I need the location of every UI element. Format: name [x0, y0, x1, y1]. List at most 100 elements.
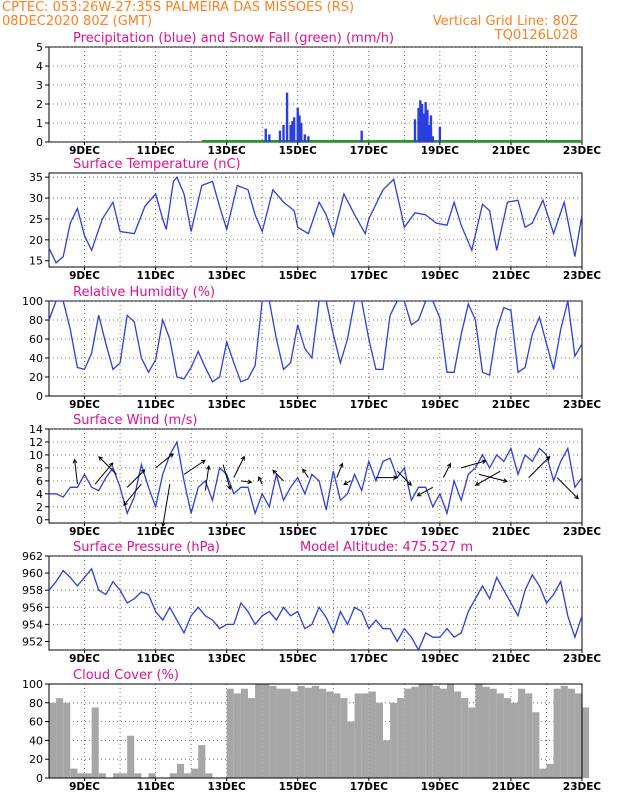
y-tick-label: 20: [29, 753, 43, 766]
x-tick-label: 13DEC: [208, 145, 247, 157]
cloud-bar: [454, 691, 462, 778]
precip-bar: [285, 92, 289, 142]
header-grid-line: Vertical Grid Line: 80Z: [432, 14, 578, 29]
precip-bar: [419, 100, 422, 142]
wind-vector: [126, 469, 146, 488]
y-tick-label: 0: [36, 772, 43, 785]
y-tick-label: 8: [36, 462, 43, 475]
plot-frame: [48, 300, 583, 397]
cloud-bar: [127, 735, 135, 778]
precip-bar: [268, 134, 271, 142]
y-tick-label: 60: [29, 333, 43, 346]
panel-5: 952 954 956 958 960 962 9DEC 11DEC 13DEC 15DEC 17D…: [22, 540, 601, 665]
cloud-bar: [269, 685, 277, 778]
cloud-bar: [546, 763, 554, 778]
wind-vector: [396, 470, 412, 486]
cloud-bar: [184, 773, 192, 778]
wind-vector: [442, 463, 451, 478]
x-tick-label: 15DEC: [279, 526, 318, 538]
wind-arrowhead: [339, 462, 344, 468]
precip-bar: [422, 113, 426, 142]
cloud-bar: [425, 684, 433, 778]
y-tick-label: 2: [36, 501, 43, 514]
y-tick-label: 958: [22, 584, 43, 597]
cloud-bar: [311, 685, 320, 778]
x-tick-label: 13DEC: [208, 653, 247, 665]
y-tick-label: 4: [36, 488, 43, 501]
precip-bar: [296, 107, 299, 142]
y-tick-label: 30: [29, 192, 43, 205]
wind-vector: [461, 460, 486, 469]
x-tick-label: 19DEC: [421, 145, 460, 157]
x-tick-label: 13DEC: [208, 526, 247, 538]
x-tick-label: 21DEC: [492, 270, 531, 282]
x-tick-label: 9DEC: [69, 653, 100, 665]
panel-6: 0 20 40 60 80 100 9DEC 11DEC 13DEC 15DEC 17DEC 19DE…: [22, 668, 601, 793]
y-tick-label: 35: [29, 171, 43, 184]
wind-arrowhead: [226, 485, 232, 491]
y-tick-label: 25: [29, 213, 43, 226]
x-tick-label: 9DEC: [69, 526, 100, 538]
wind-vector: [233, 456, 245, 478]
y-tick-label: 960: [22, 567, 43, 580]
panel-annotation: Model Altitude: 475.527 m: [300, 540, 473, 555]
wind-vector: [74, 459, 78, 485]
panel-title: Precipitation (blue) and Snow Fall (gree…: [73, 31, 394, 46]
panel-title: Surface Temperature (nC): [73, 157, 241, 172]
wind-vector: [336, 463, 343, 478]
x-tick-label: 15DEC: [279, 270, 318, 282]
x-tick-label: 15DEC: [279, 781, 318, 793]
cloud-bar: [553, 688, 561, 778]
cloud-bar: [191, 768, 199, 778]
cloud-bar: [240, 688, 248, 778]
precip-bar: [300, 123, 303, 142]
precip-bar: [360, 130, 363, 142]
cloud-bar: [461, 698, 469, 778]
x-tick-label: 23DEC: [563, 145, 602, 157]
wind-arrowhead: [123, 501, 128, 506]
cloud-bar: [333, 693, 341, 778]
panel-2: 15 20 25 30 35 9DEC 11DEC 13DEC 15DEC 17DEC 19DEC 2…: [29, 157, 601, 282]
cloud-bar: [518, 688, 526, 778]
x-tick-label: 17DEC: [350, 653, 389, 665]
y-tick-label: 40: [29, 734, 43, 747]
y-tick-label: 80: [29, 314, 43, 327]
cloud-bar: [262, 684, 270, 778]
cloud-bar: [198, 745, 206, 778]
cloud-bar: [283, 688, 291, 778]
wind-vector: [475, 470, 501, 486]
x-tick-label: 15DEC: [279, 145, 318, 157]
cloud-bar: [404, 688, 412, 778]
y-tick-label: 12: [29, 436, 43, 449]
cloud-bar: [304, 687, 312, 778]
plot-frame: [48, 46, 583, 143]
wind-vector: [556, 477, 579, 499]
wind-arrowhead: [343, 480, 349, 486]
cloud-bar: [49, 702, 57, 778]
x-tick-label: 23DEC: [563, 399, 602, 411]
cloud-bar: [233, 693, 241, 778]
cloud-bar: [354, 693, 362, 778]
precip-bar: [291, 121, 294, 142]
cloud-bar: [226, 688, 234, 778]
panel-title: Surface Wind (m/s): [73, 413, 197, 428]
x-tick-label: 9DEC: [69, 781, 100, 793]
x-tick-label: 17DEC: [350, 526, 389, 538]
y-tick-label: 0: [36, 136, 43, 149]
wind-vector: [123, 483, 142, 506]
precip-bar: [426, 109, 429, 142]
y-tick-label: 3: [36, 79, 43, 92]
x-tick-label: 23DEC: [563, 653, 602, 665]
x-tick-label: 19DEC: [421, 653, 460, 665]
x-tick-label: 11DEC: [136, 145, 175, 157]
header-date: 08DEC2020 80Z (GMT): [2, 14, 153, 29]
y-tick-label: 40: [29, 352, 43, 365]
wind-vector: [258, 476, 263, 485]
wind-vector: [155, 453, 174, 469]
plot-frame-overlay: [48, 683, 583, 779]
wind-arrowhead: [272, 469, 277, 475]
cloud-bar: [539, 768, 547, 778]
cloud-bar: [489, 688, 497, 778]
